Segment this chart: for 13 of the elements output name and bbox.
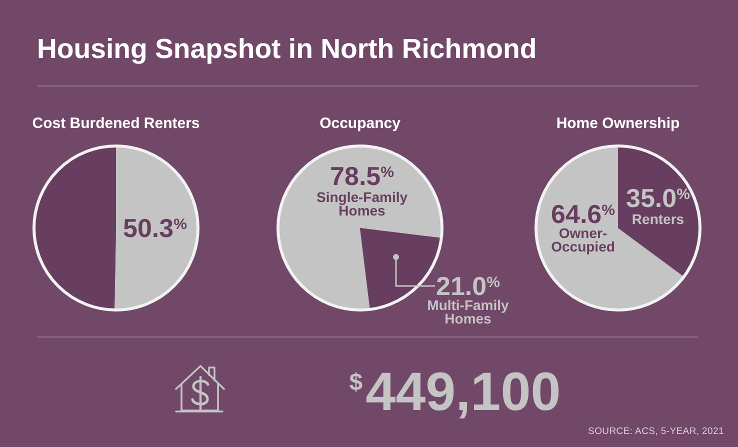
text: Housing Snapshot in North Richmond — [37, 33, 537, 64]
chart-title: Home Ownership — [556, 115, 680, 132]
chart-title: Occupancy — [320, 115, 402, 132]
data-label: 35.0$^{%}$ — [626, 183, 690, 213]
pie-slice — [114, 146, 198, 310]
slice-label: Renters — [632, 211, 684, 227]
data-label: 78.5$^{%}$ — [330, 161, 394, 191]
slice-label: Single-Family Homes — [316, 189, 408, 218]
chart-title: Cost Burdened Renters — [32, 115, 200, 132]
pie-slice — [34, 146, 116, 310]
source-note: SOURCE: ACS, 5-YEAR, 2021 — [588, 426, 724, 437]
data-label: 50.3$^{%}$ — [123, 213, 187, 243]
text: $^{$}$449,100 — [349, 362, 561, 422]
